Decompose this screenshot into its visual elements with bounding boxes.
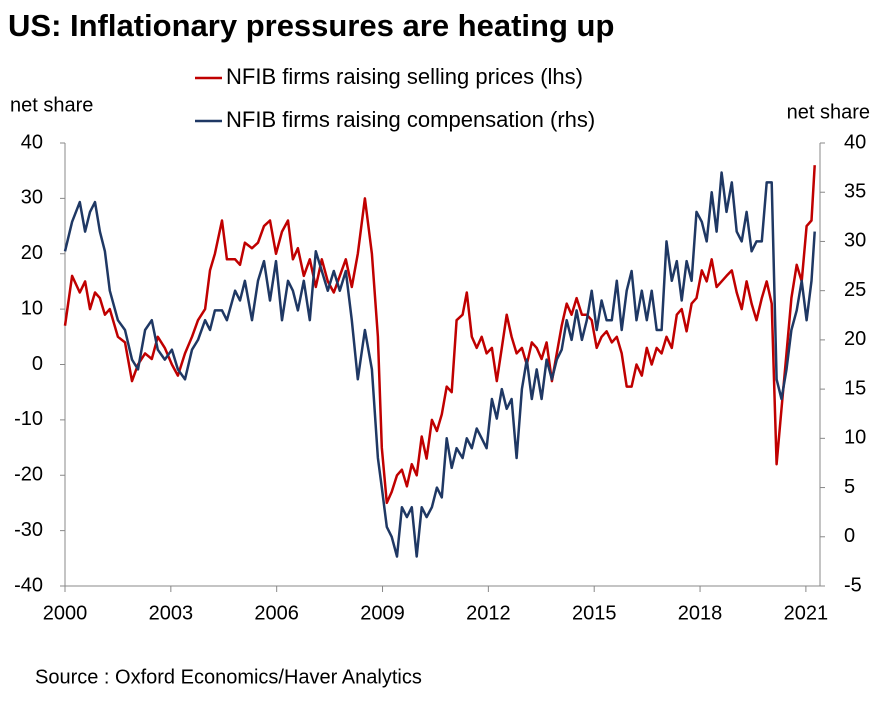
legend-label: NFIB firms raising compensation (rhs) xyxy=(226,107,595,132)
y2-tick-label: 40 xyxy=(844,131,866,153)
y-tick-label: 0 xyxy=(32,353,43,375)
x-tick-label: 2006 xyxy=(254,602,299,624)
x-tick-label: 2021 xyxy=(784,602,829,624)
y2-tick-label: 5 xyxy=(844,476,855,498)
series-line xyxy=(63,171,816,558)
y-tick-label: -30 xyxy=(14,519,43,541)
x-tick-label: 2018 xyxy=(678,602,723,624)
y-tick-label: -10 xyxy=(14,408,43,430)
y2-tick-label: 10 xyxy=(844,427,866,449)
chart-title: US: Inflationary pressures are heating u… xyxy=(8,8,614,43)
y2-axis-label: net share xyxy=(787,101,870,123)
y-tick-label: 40 xyxy=(21,131,43,153)
source: Source : Oxford Economics/Haver Analytic… xyxy=(35,666,422,688)
y-tick-label: 10 xyxy=(21,297,43,319)
x-tick-label: 2012 xyxy=(466,602,511,624)
x-tick-label: 2009 xyxy=(360,602,405,624)
y-axis-label: net share xyxy=(10,94,93,116)
legend-label: NFIB firms raising selling prices (lhs) xyxy=(226,64,583,89)
y2-tick-label: -5 xyxy=(844,574,862,596)
y2-tick-label: 30 xyxy=(844,230,866,252)
series-line xyxy=(63,165,816,505)
y-tick-label: 20 xyxy=(21,242,43,264)
y2-tick-label: 35 xyxy=(844,181,866,203)
x-tick-label: 2003 xyxy=(149,602,194,624)
y2-tick-label: 0 xyxy=(844,525,855,547)
y-tick-label: 30 xyxy=(21,187,43,209)
x-tick-label: 2000 xyxy=(43,602,88,624)
x-tick-label: 2015 xyxy=(572,602,617,624)
y-tick-label: -40 xyxy=(14,574,43,596)
y2-tick-label: 25 xyxy=(844,279,866,301)
y2-tick-label: 20 xyxy=(844,328,866,350)
y-tick-label: -20 xyxy=(14,464,43,486)
y2-tick-label: 15 xyxy=(844,377,866,399)
